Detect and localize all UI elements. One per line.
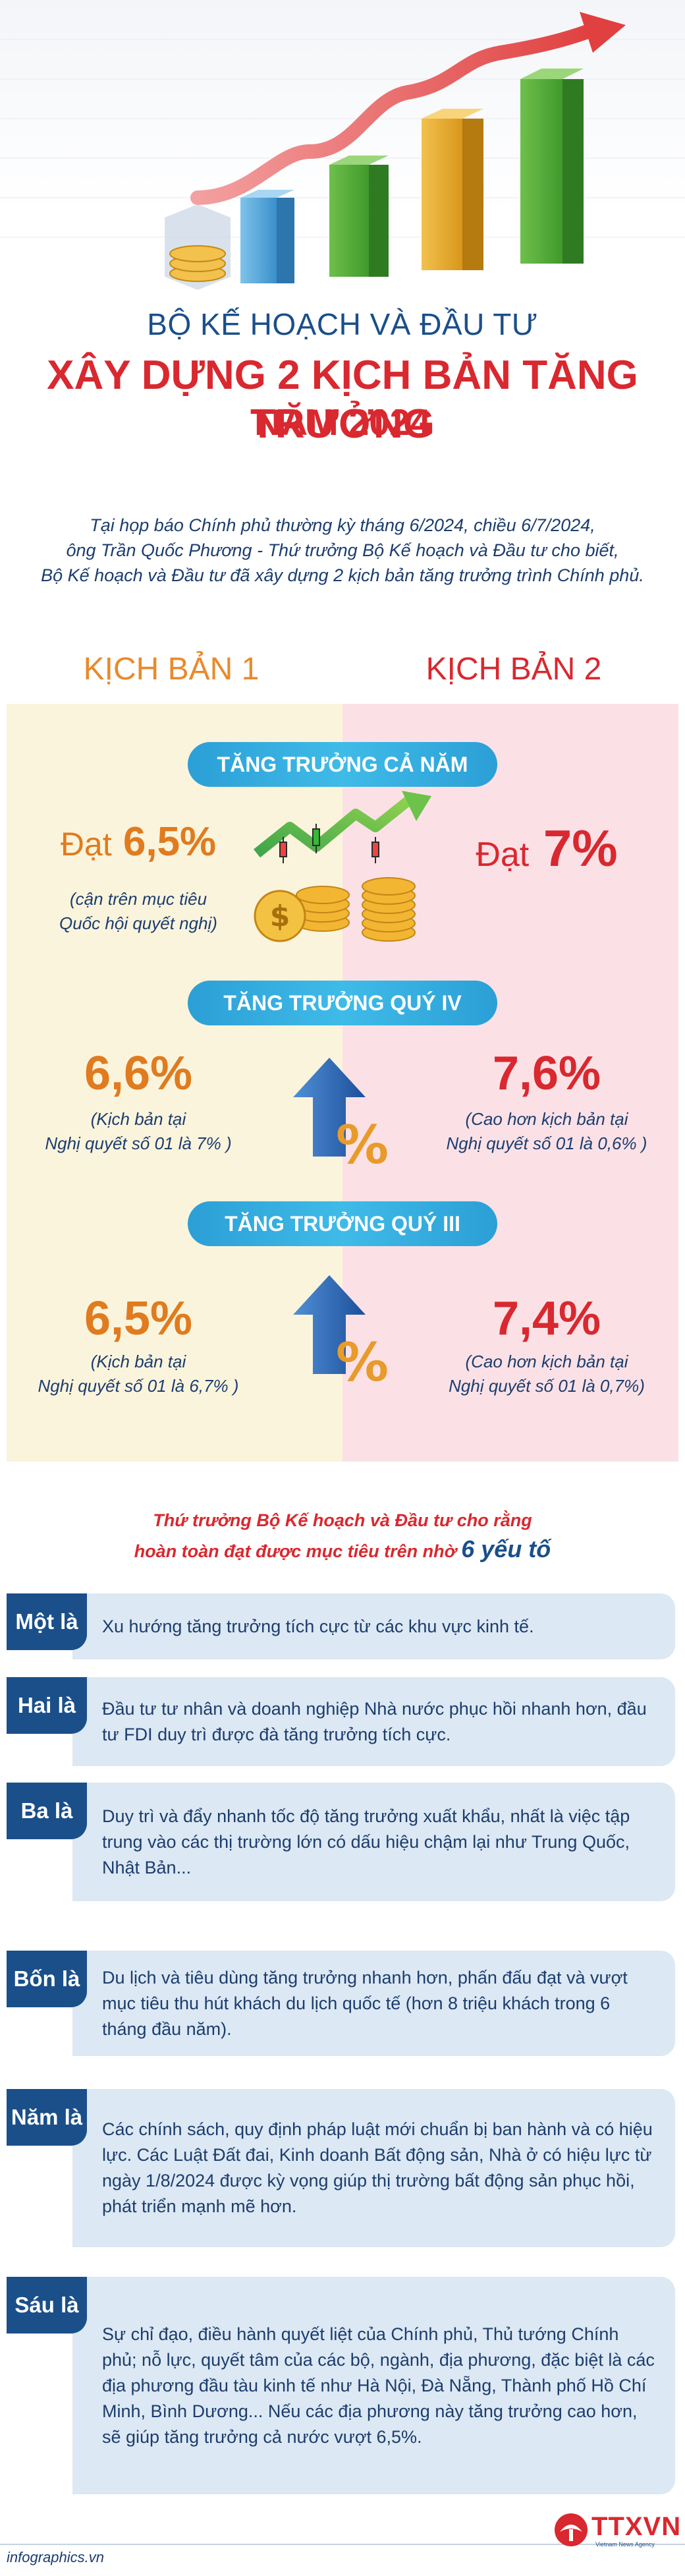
note-line: (Cao hơn kịch bản tại <box>465 1109 628 1129</box>
headline-year: NĂM 2024 <box>254 401 431 443</box>
factor-text: Du lịch và tiêu dùng tăng trưởng nhanh h… <box>102 1951 655 2056</box>
factor-tab: Hai là <box>7 1677 87 1734</box>
value-number: 7% <box>543 819 618 877</box>
value-prefix: Đạt <box>60 826 112 863</box>
scenario-2-title: KỊCH BẢN 2 <box>425 652 602 687</box>
factor-text-content: Du lịch và tiêu dùng tăng trưởng nhanh h… <box>102 1967 628 2039</box>
value-prefix: Đạt <box>476 836 530 874</box>
rising-bar-chart-illustration <box>0 12 685 290</box>
note-line: Quốc hội quyết nghị) <box>59 913 217 933</box>
factor-text: Đầu tư tư nhân và doanh nghiệp Nhà nước … <box>102 1677 655 1766</box>
factor-item: Ba là Duy trì và đẩy nhanh tốc độ tăng t… <box>7 1783 675 1901</box>
note-line: (cận trên mục tiêu <box>69 889 207 909</box>
factors-intro-prefix: hoàn toàn đạt được mục tiêu trên nhờ <box>134 1541 456 1561</box>
full-year-scenario-2-value: Đạt 7% <box>415 818 678 878</box>
ttxvn-logo: TTXVN Vietnam News Agency <box>553 2511 682 2550</box>
factor-item: Một là Xu hướng tăng trưởng tích cực từ … <box>7 1593 675 1659</box>
full-year-scenario-1-note: (cận trên mục tiêu Quốc hội quyết nghị) <box>7 887 270 936</box>
note-line: Nghị quyết số 01 là 7% ) <box>45 1133 232 1153</box>
factor-text-content: Duy trì và đẩy nhanh tốc độ tăng trưởng … <box>102 1806 630 1877</box>
q4-scenario-2-note: (Cao hơn kịch bản tại Nghị quyết số 01 l… <box>415 1107 678 1156</box>
note-line: (Kịch bản tại <box>90 1109 186 1129</box>
factor-text-content: Đầu tư tư nhân và doanh nghiệp Nhà nước … <box>102 1698 647 1744</box>
factor-tab: Ba là <box>7 1783 87 1839</box>
q4-scenario-1-value: 6,6% <box>84 1047 193 1100</box>
source-link[interactable]: infographics.vn <box>7 2549 104 2565</box>
scenario-1-title: KỊCH BẢN 1 <box>83 652 260 687</box>
q3-scenario-1-value: 6,5% <box>84 1292 193 1345</box>
factors-intro-line: hoàn toàn đạt được mục tiêu trên nhờ 6 y… <box>0 1535 685 1566</box>
note-line: Nghị quyết số 01 là 6,7% ) <box>38 1376 239 1396</box>
note-line: Nghị quyết số 01 là 0,7%) <box>449 1376 645 1396</box>
factor-tab: Năm là <box>7 2089 87 2146</box>
factor-item: Hai là Đầu tư tư nhân và doanh nghiệp Nh… <box>7 1677 675 1766</box>
factor-box <box>72 1593 675 1659</box>
factor-text: Các chính sách, quy định pháp luật mới c… <box>102 2089 655 2247</box>
full-year-scenario-1-value: Đạt 6,5% <box>7 818 270 865</box>
section-label-q4: TĂNG TRƯỞNG QUÝ IV <box>188 981 497 1025</box>
headline: XÂY DỰNG 2 KỊCH BẢN TĂNG TRƯỞNG <box>47 353 638 447</box>
q4-scenario-2-value: 7,6% <box>492 1047 601 1100</box>
svg-text:$: $ <box>270 900 290 933</box>
scenario-2-panel <box>342 704 678 1462</box>
factor-item: Bốn là Du lịch và tiêu dùng tăng trưởng … <box>7 1951 675 2056</box>
factor-box <box>72 1951 675 2056</box>
ttxvn-emblem-icon <box>555 2513 588 2546</box>
factor-text: Sự chỉ đạo, điều hành quyết liệt của Chí… <box>102 2277 655 2494</box>
logo-subtitle: Vietnam News Agency <box>595 2541 655 2548</box>
factor-box <box>72 1677 675 1766</box>
factors-count: 6 yếu tố <box>461 1535 551 1562</box>
factor-item: Sáu là Sự chỉ đạo, điều hành quyết liệt … <box>7 2277 675 2494</box>
factor-box <box>72 2089 675 2247</box>
factors-intro: Thứ trưởng Bộ Kế hoạch và Đầu tư cho rằn… <box>0 1506 685 1566</box>
factor-box <box>72 2277 675 2494</box>
factor-tab: Một là <box>7 1593 87 1650</box>
intro-line: Bộ Kế hoạch và Đầu tư đã xây dựng 2 kịch… <box>41 565 644 585</box>
logo-wordmark: TTXVN <box>591 2512 682 2541</box>
factor-text-content: Các chính sách, quy định pháp luật mới c… <box>102 2119 653 2216</box>
factors-intro-line: Thứ trưởng Bộ Kế hoạch và Đầu tư cho rằn… <box>153 1510 532 1530</box>
factor-text-content: Xu hướng tăng trưởng tích cực từ các khu… <box>102 1616 534 1636</box>
svg-text:%: % <box>336 1114 389 1176</box>
q3-scenario-1-note: (Kịch bản tại Nghị quyết số 01 là 6,7% ) <box>7 1350 270 1398</box>
section-label-full-year: TĂNG TRƯỞNG CẢ NĂM <box>188 742 497 787</box>
factor-text: Xu hướng tăng trưởng tích cực từ các khu… <box>102 1593 655 1659</box>
note-line: Nghị quyết số 01 là 0,6% ) <box>446 1133 647 1153</box>
intro-line: Tại họp báo Chính phủ thường kỳ tháng 6/… <box>90 515 595 535</box>
svg-text:%: % <box>336 1332 389 1393</box>
coins-growth-icon: $ <box>254 791 431 942</box>
section-label-q3: TĂNG TRƯỞNG QUÝ III <box>188 1201 497 1246</box>
intro-paragraph: Tại họp báo Chính phủ thường kỳ tháng 6/… <box>0 513 685 588</box>
note-line: (Kịch bản tại <box>90 1352 186 1371</box>
factor-tab: Sáu là <box>7 2277 87 2333</box>
hero-illustration <box>0 0 685 303</box>
q4-scenario-1-note: (Kịch bản tại Nghị quyết số 01 là 7% ) <box>7 1107 270 1156</box>
factor-tab: Bốn là <box>7 1951 87 2007</box>
value-number: 6,5% <box>123 819 217 865</box>
footer-divider <box>0 2544 685 2545</box>
up-arrow-percent-icon: % <box>293 1058 389 1176</box>
note-line: (Cao hơn kịch bản tại <box>465 1352 628 1371</box>
factor-item: Năm là Các chính sách, quy định pháp luậ… <box>7 2089 675 2247</box>
q3-scenario-2-value: 7,4% <box>492 1292 601 1345</box>
factor-box <box>72 1783 675 1901</box>
factor-text-content: Sự chỉ đạo, điều hành quyết liệt của Chí… <box>102 2324 655 2447</box>
q3-scenario-2-note: (Cao hơn kịch bản tại Nghị quyết số 01 l… <box>415 1350 678 1398</box>
up-arrow-percent-icon: % <box>293 1275 389 1393</box>
factor-text: Duy trì và đẩy nhanh tốc độ tăng trưởng … <box>102 1783 655 1901</box>
intro-line: ông Trần Quốc Phương - Thứ trưởng Bộ Kế … <box>66 540 619 560</box>
ministry-title: BỘ KẾ HOẠCH VÀ ĐẦU TƯ <box>147 307 538 341</box>
